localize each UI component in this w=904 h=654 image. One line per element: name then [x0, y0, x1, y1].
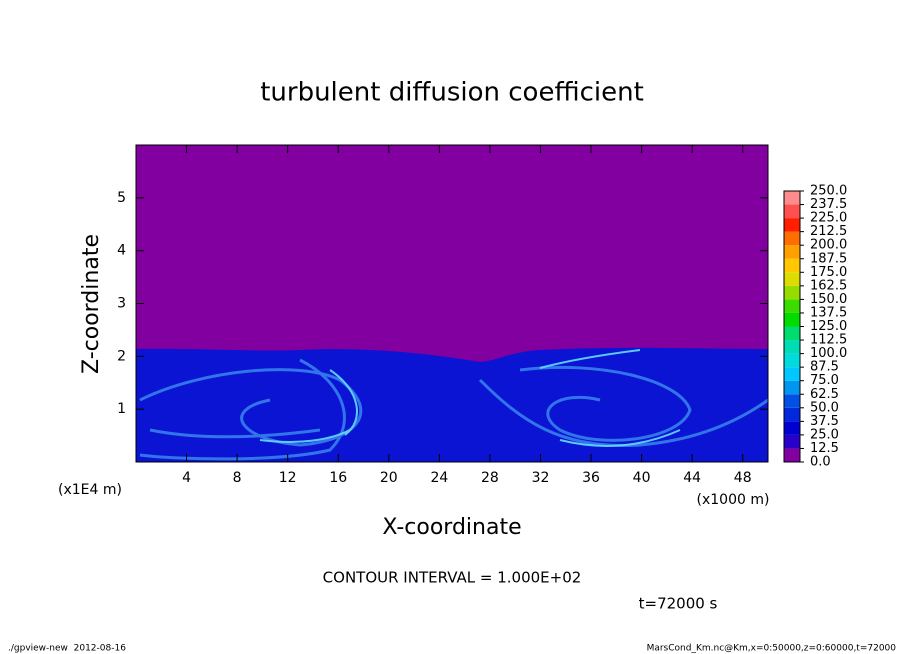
colorbar-segment	[784, 380, 800, 395]
colorbar-segment	[784, 218, 800, 232]
colorbar-label: 125.0	[810, 319, 847, 334]
colorbar-label: 150.0	[810, 292, 847, 307]
colorbar-label: 175.0	[810, 265, 847, 280]
x-tick-label: 12	[279, 470, 297, 486]
colorbar-segment	[784, 191, 800, 205]
colorbar-label: 112.5	[810, 333, 847, 348]
colorbar-label: 0.0	[810, 455, 831, 470]
x-axis-label: X-coordinate	[382, 515, 521, 540]
footer-right: MarsCond_Km.nc@Km,x=0:50000,z=0:60000,t=…	[647, 644, 897, 654]
colorbar-label: 212.5	[810, 224, 847, 239]
x-tick-label: 44	[683, 470, 701, 486]
colorbar-label: 50.0	[810, 400, 839, 415]
colorbar-label: 250.0	[810, 184, 847, 199]
x-tick-label: 4	[182, 470, 191, 486]
colorbar-segment	[784, 245, 800, 259]
colorbar-label: 25.0	[810, 427, 839, 442]
colorbar-label: 87.5	[810, 360, 839, 375]
colorbar-segment	[784, 231, 800, 246]
colorbar-label: 162.5	[810, 278, 847, 293]
footer-left: ./gpview-new 2012-08-16	[8, 644, 126, 654]
field	[136, 145, 769, 462]
colorbar-segment	[784, 407, 800, 422]
y-tick-label: 5	[117, 190, 126, 206]
colorbar-segment	[784, 448, 800, 462]
colorbar-segment	[784, 353, 800, 368]
colorbar-label: 75.0	[810, 373, 839, 388]
colorbar-label: 237.5	[810, 197, 847, 212]
colorbar-label: 12.5	[810, 441, 839, 456]
colorbar-segment	[784, 421, 800, 435]
colorbar-label: 100.0	[810, 346, 847, 361]
colorbar-segment	[784, 326, 800, 341]
colorbar-segment	[784, 285, 800, 300]
x-unit: (x1000 m)	[697, 492, 770, 508]
colorbar-segment	[784, 312, 800, 327]
colorbar-segment	[784, 258, 800, 273]
colorbar-segment	[784, 367, 800, 381]
x-tick-label: 40	[633, 470, 651, 486]
x-tick-label: 24	[430, 470, 448, 486]
y-tick-label: 2	[117, 348, 126, 364]
x-tick-label: 48	[734, 470, 752, 486]
time-label: t=72000 s	[639, 595, 718, 613]
y-tick-label: 3	[117, 296, 126, 312]
colorbar-segment	[784, 340, 800, 354]
colorbar-label: 200.0	[810, 238, 847, 253]
colorbar-segment	[784, 434, 800, 449]
colorbar-label: 187.5	[810, 251, 847, 266]
field-highlights	[259, 349, 681, 447]
colorbar-segment	[784, 204, 800, 219]
x-tick-label: 8	[233, 470, 242, 486]
colorbar-label: 37.5	[810, 414, 839, 429]
x-tick-label: 32	[532, 470, 550, 486]
colorbar-label: 137.5	[810, 305, 847, 320]
x-tick-label: 20	[380, 470, 398, 486]
chart-title: turbulent diffusion coefficient	[260, 78, 644, 108]
y-tick-label: 1	[117, 401, 126, 417]
colorbar-segment	[784, 299, 800, 313]
colorbar-segment	[784, 272, 800, 286]
colorbar-segment	[784, 394, 800, 408]
contour-interval: CONTOUR INTERVAL = 1.000E+02	[323, 569, 582, 587]
colorbar-label: 62.5	[810, 387, 839, 402]
field-region	[136, 347, 768, 462]
colorbar-label: 225.0	[810, 211, 847, 226]
y-axis-label: Z-coordinate	[79, 234, 104, 374]
x-tick-label: 36	[582, 470, 600, 486]
x-tick-label: 16	[329, 470, 347, 486]
y-unit: (x1E4 m)	[58, 482, 122, 498]
y-tick-label: 4	[117, 243, 126, 259]
x-tick-label: 28	[481, 470, 499, 486]
